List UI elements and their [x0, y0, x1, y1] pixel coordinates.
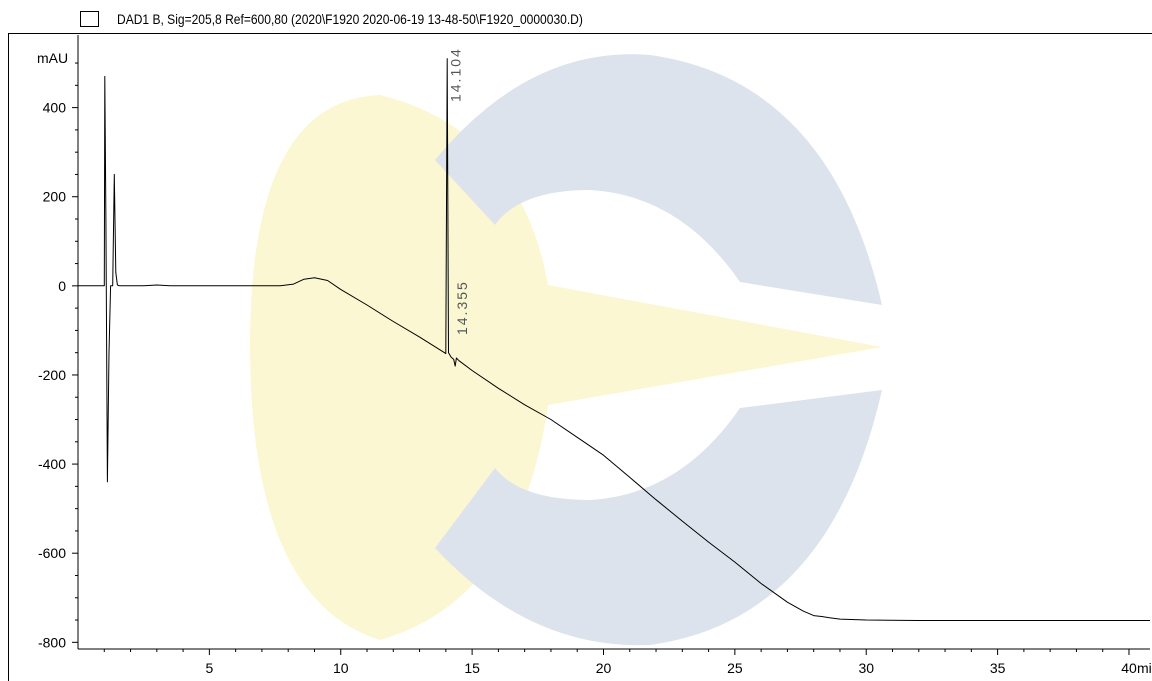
watermark-logo	[250, 54, 882, 646]
y-tick-label: 200	[43, 189, 67, 205]
y-tick-label: 400	[43, 100, 67, 116]
watermark-blue-lower-arc	[435, 390, 882, 646]
y-tick-label: 0	[58, 278, 66, 294]
axes: mAU 400 200 0 -200 -400 -600 -800 5 10 15 20 25 30 35 4…	[37, 35, 1152, 676]
watermark-blue-upper-arc	[435, 54, 882, 305]
x-tick-label: 30	[858, 660, 874, 676]
x-tick-label: 20	[596, 660, 612, 676]
signal-trace	[78, 58, 1150, 621]
x-axis-label: mi	[1137, 660, 1152, 676]
x-tick-label: 25	[727, 660, 743, 676]
y-tick-label: -800	[38, 634, 66, 650]
y-tick-label: -400	[38, 456, 66, 472]
watermark-yellow-shape	[250, 95, 882, 640]
x-tick-label: 40	[1121, 660, 1137, 676]
y-tick-label: -200	[38, 367, 66, 383]
x-tick-label: 15	[464, 660, 480, 676]
legend-label: DAD1 B, Sig=205,8 Ref=600,80 (2020\F1920…	[117, 11, 583, 27]
peak-label: 14.104	[448, 47, 464, 102]
frame-top-border	[8, 33, 1152, 34]
chart-header: DAD1 B, Sig=205,8 Ref=600,80 (2020\F1920…	[80, 9, 659, 29]
legend-swatch[interactable]	[80, 11, 99, 27]
x-tick-label: 10	[333, 660, 349, 676]
x-tick-label: 5	[205, 660, 213, 676]
frame-left-border	[8, 33, 9, 681]
peak-label: 14.355	[454, 280, 470, 335]
x-tick-label: 35	[990, 660, 1006, 676]
plot-area: 14.104 14.355	[78, 47, 1150, 621]
y-tick-label: -600	[38, 545, 66, 561]
y-axis-label: mAU	[37, 50, 68, 66]
